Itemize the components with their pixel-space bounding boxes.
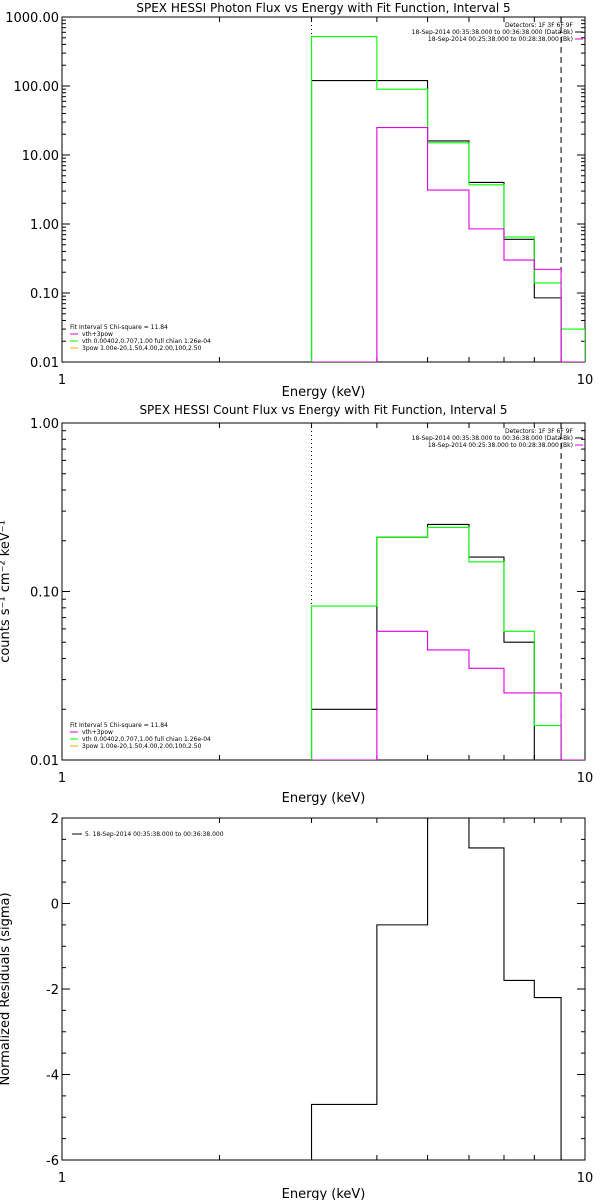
y-tick-label: -4 xyxy=(46,1069,59,1084)
x-axis-label: Energy (keV) xyxy=(282,1187,366,1200)
y-axis-label: Normalized Residuals (sigma) xyxy=(0,892,13,1085)
fit-legend-entry: vth+3pow xyxy=(82,729,113,736)
panel-2: SPEX HESSI Count Flux vs Energy with Fit… xyxy=(0,403,593,806)
panel-3: -6 -4 -2 0 2 1 10 Energy (keV) Normalized Residu… xyxy=(0,812,593,1200)
y-tick-label: 1.00 xyxy=(30,218,59,233)
series-black-line xyxy=(310,523,585,760)
series-green-line xyxy=(310,36,585,362)
legend-text: 18-Sep-2014 00:35:38.000 to 00:36:38.000… xyxy=(412,435,573,442)
legend-text: 18-Sep-2014 00:35:38.000 to 00:36:38.000… xyxy=(412,29,573,36)
x-tick-label: 10 xyxy=(577,771,594,786)
fit-legend-header: Fit Interval 5 Chi-square = 11.84 xyxy=(70,324,168,331)
x-tick-label: 1 xyxy=(58,771,66,786)
series-black-line xyxy=(310,79,585,362)
x-axis-label: Energy (keV) xyxy=(282,385,366,400)
y-tick-label: 100.00 xyxy=(14,80,60,95)
series-magenta-line xyxy=(311,630,585,760)
plot-frame xyxy=(61,16,586,363)
fit-legend-header: Fit Interval 5 Chi-square = 11.84 xyxy=(70,722,168,729)
legend-text: Detectors: 1F 3F 6F 9F xyxy=(505,428,574,435)
y-axis-label: counts s⁻¹ cm⁻² keV⁻¹ xyxy=(0,520,13,663)
fit-legend-entry: 3pow 1.00e-20,1.50,4.00,2.00,100,2.50 xyxy=(82,743,202,750)
y-tick-label: 0.10 xyxy=(30,586,59,601)
y-tick-label: 10.00 xyxy=(22,149,59,164)
x-tick-label: 1 xyxy=(58,1171,66,1186)
y-tick-label: 1000.00 xyxy=(5,11,59,26)
series-magenta-line xyxy=(311,126,585,362)
x-tick-label: 1 xyxy=(58,373,66,388)
y-tick-label: 1.00 xyxy=(30,417,59,432)
plot-frame xyxy=(61,817,586,1161)
legend-text: 18-Sep-2014 00:25:38.000 to 00:28:38.000… xyxy=(428,36,573,43)
fit-legend-entry: 3pow 1.00e-20,1.50,4.00,2.00,100,2.50 xyxy=(82,345,202,352)
y-tick-label: 0.01 xyxy=(30,356,59,371)
series-black-line xyxy=(310,818,562,1160)
y-tick-label: 0.01 xyxy=(30,754,59,769)
panel-1: SPEX HESSI Photon Flux vs Energy with Fi… xyxy=(5,1,593,400)
chart-title: SPEX HESSI Count Flux vs Energy with Fit… xyxy=(139,403,507,417)
y-tick-label: 2 xyxy=(51,812,59,827)
y-tick-label: 0.10 xyxy=(30,287,59,302)
fit-legend-entry: vth 0.00402,0.707,1.00 full chian 1.26e-… xyxy=(82,338,211,345)
legend-text: Detectors: 1F 3F 6F 9F xyxy=(505,22,574,29)
chart-title: SPEX HESSI Photon Flux vs Energy with Fi… xyxy=(136,1,510,15)
residual-legend: 5. 18-Sep-2014 00:35:38.000 to 00:36:38.… xyxy=(85,831,224,838)
series-green-line xyxy=(310,526,585,760)
y-tick-label: -6 xyxy=(46,1154,59,1169)
legend-text: 18-Sep-2014 00:25:38.000 to 00:28:38.000… xyxy=(428,442,573,449)
y-tick-label: 0 xyxy=(51,898,59,913)
fit-legend-entry: vth+3pow xyxy=(82,331,113,338)
fit-legend-entry: vth 0.00402,0.707,1.00 full chian 1.26e-… xyxy=(82,736,211,743)
x-axis-label: Energy (keV) xyxy=(282,791,366,806)
x-tick-label: 10 xyxy=(577,373,594,388)
y-tick-label: -2 xyxy=(46,983,59,998)
x-tick-label: 10 xyxy=(577,1171,594,1186)
